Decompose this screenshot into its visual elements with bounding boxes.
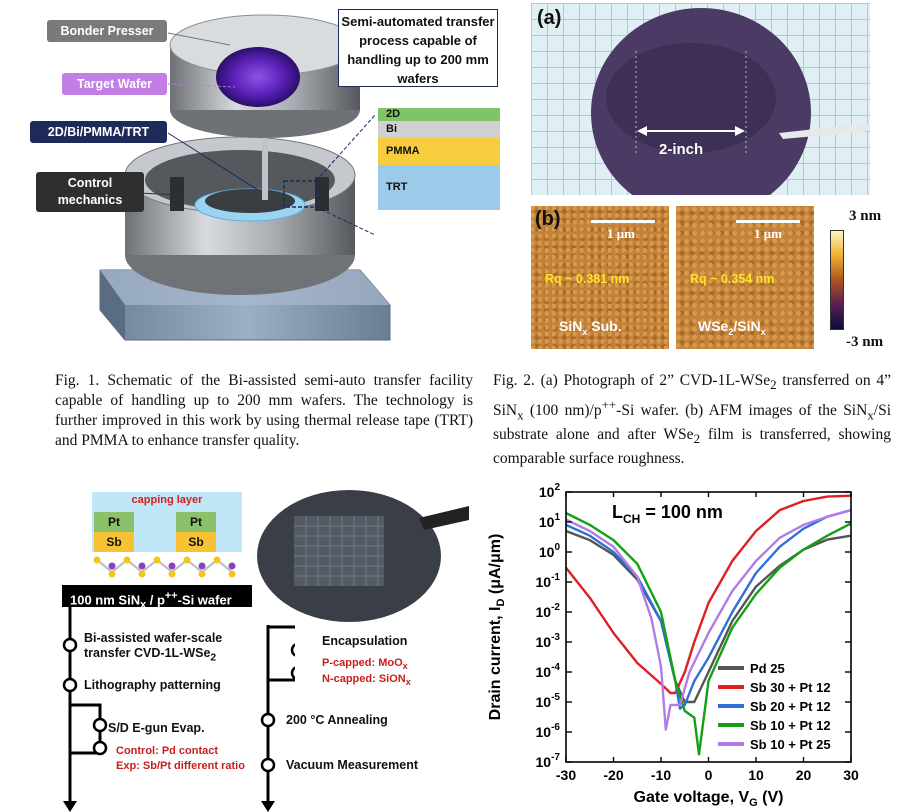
series-line-2 [565,508,852,710]
layer-trt: TRT [378,165,500,210]
legend-label-0: Pd 25 [750,661,785,676]
wse2-lattice [93,556,236,578]
wafer-photo: (a) 2-inch [531,3,870,195]
x-tick-label-1: -20 [603,767,623,783]
y-tick-label-8: 10-6 [536,722,561,740]
scale-bar-1 [591,220,655,223]
panel-a-label: (a) [537,7,562,29]
y-tick-label-0: 102 [539,482,561,500]
series-line-3 [565,511,852,756]
control-mechanics-label: Control mechanics [36,172,144,212]
series-line-4 [565,508,852,731]
layer-bi: Bi [378,121,500,138]
x-tick-label-4: 10 [748,767,764,783]
fig2-caption: Fig. 2. (a) Photograph of 2” CVD-1L-WSe2… [493,372,891,468]
inch-label: 2-inch [659,141,704,158]
y-tick-label-1: 101 [539,512,561,530]
y-tick-label-3: 10-1 [536,572,561,590]
scale-bar-2 [736,220,800,223]
step-encapsulation: Encapsulation [322,634,408,648]
legend-label-4: Sb 10 + Pt 25 [750,737,831,752]
bonder-presser-label: Bonder Presser [47,20,167,42]
pt-left: Pt [94,512,134,532]
step-encap-n: N-capped: SiONx [322,673,411,688]
y-tick-label-9: 10-7 [536,752,561,770]
stack-label: 2D/Bi/PMMA/TRT [30,121,167,143]
series-line-0 [565,529,852,704]
x-tick-label-3: 0 [705,767,713,783]
substrate-label-2: WSe2/SiNx [698,318,766,337]
sb-left: Sb [94,532,134,552]
series-line-1 [565,494,852,695]
fig1-caption: Fig. 1. Schematic of the Bi-assisted sem… [55,372,473,449]
transfer-curve-chart: -30 -20 -10 0 10 20 30 102 101 100 10-1 10-2 10-3 10-… [487,482,859,809]
y-tick-label-5: 10-3 [536,632,561,650]
x-tick-label-2: -10 [651,767,671,783]
x-axis-label: Gate voltage, VG (V) [634,789,784,809]
legend-label-2: Sb 20 + Pt 12 [750,699,831,714]
patterned-wafer-graphic [257,490,469,622]
colorbar-bottom-label: -3 nm [846,334,884,350]
step-sd-evap: S/D E-gun Evap. [108,721,205,735]
step-transfer: Bi-assisted wafer-scale transfer CVD-1L-W… [84,631,223,664]
layer-2d: 2D [378,108,500,121]
sb-right: Sb [176,532,216,552]
step-sd-control: Control: Pd contact [116,745,219,757]
substrate-label-1: SiNx Sub. [559,318,622,337]
flow-lines [62,605,295,812]
y-tick-label-2: 100 [539,542,561,560]
y-tick-label-6: 10-4 [536,662,561,680]
afm-image-1: (b) 1 μm Rq ~ 0.381 nm SiNx Sub. [531,206,669,349]
channel-length-annotation: LCH = 100 nm [612,502,723,526]
layer-stack: 2D Bi PMMA TRT [378,108,500,210]
y-tick-label-7: 10-5 [536,692,561,710]
x-tick-label-5: 20 [796,767,812,783]
y-axis-label: Drain current, ID (μA/μm) [487,534,507,721]
substrate-bar: 100 nm SiNx / p++-Si wafer [62,585,252,611]
legend-label-3: Sb 10 + Pt 12 [750,718,831,733]
step-lithography: Lithography patterning [84,678,221,692]
patterned-wafer-photo [254,488,469,623]
rq-label-2: Rq ~ 0.354 nm [690,272,775,286]
scale-text-2: 1 μm [754,226,782,241]
step-vacuum: Vacuum Measurement [286,758,418,772]
step-annealing: 200 °C Annealing [286,713,388,727]
callout-box: Semi-automated transfer process capable … [338,9,498,87]
x-tick-label-6: 30 [843,767,859,783]
target-wafer-label: Target Wafer [62,73,167,95]
colorbar-top-label: 3 nm [849,208,882,224]
rq-label-1: Rq ~ 0.381 nm [545,272,630,286]
x-tick-label-0: -30 [556,767,576,783]
step-encap-p: P-capped: MoOx [322,657,408,672]
transfer-facility-diagram [99,14,391,341]
layer-pmma: PMMA [378,138,500,165]
afm-image-2: 1 μm Rq ~ 0.354 nm WSe2/SiNx [676,206,814,349]
panel-b-label: (b) [535,208,561,230]
fig1-illustration [30,5,500,350]
y-tick-label-4: 10-2 [536,602,561,620]
wafer-photo-graphic [591,8,870,195]
device-cross-section: capping layer Pt Sb Pt Sb [92,492,242,582]
step-sd-exp: Exp: Sb/Pt different ratio [116,760,245,772]
pt-right: Pt [176,512,216,532]
colorbar [830,230,844,330]
legend-label-1: Sb 30 + Pt 12 [750,680,831,695]
scale-text-1: 1 μm [607,226,635,241]
